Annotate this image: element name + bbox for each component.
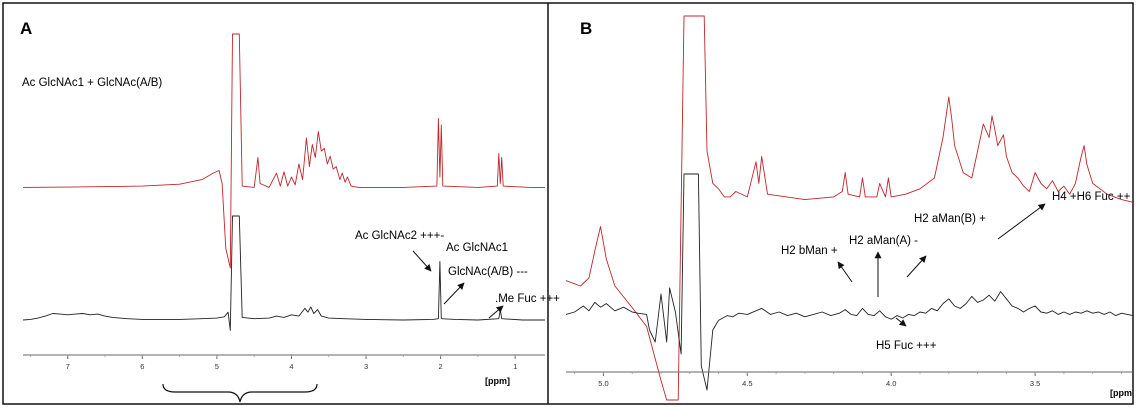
x-tick-label: 6 <box>140 362 144 371</box>
arrow-h4-h6-fuc <box>997 203 1046 240</box>
annotation-h2-bman: H2 bMan + <box>781 245 838 257</box>
annotation-ac-glcnac1: Ac GlcNAc1 <box>446 242 508 254</box>
x-tick-label: 4 <box>289 362 293 371</box>
annotation-h2-aman-a: H2 aMan(A) - <box>849 235 918 247</box>
arrow-h2-bman <box>837 261 853 283</box>
annotation-h5-fuc: H5 Fuc +++ <box>876 340 937 352</box>
annotation-h4-h6-fuc: H4 +H6 Fuc ++ <box>1052 191 1131 203</box>
arrow-glcnac-ab <box>443 282 465 305</box>
x-tick-label: 1 <box>513 362 517 371</box>
arrow-h2-aman-b <box>906 255 927 278</box>
panel-a-title-annotation: Ac GlcNAc1 + GlcNAc(A/B) <box>22 77 162 89</box>
spectrum-trace <box>22 33 545 269</box>
annotation-me-fuc: .Me Fuc +++ <box>495 293 560 305</box>
panel-a-axis-unit: [ppm] <box>485 376 510 386</box>
spectrum-trace <box>22 215 545 331</box>
arrow-h5-fuc <box>895 317 907 327</box>
x-tick-label: 4.5 <box>742 379 752 388</box>
panel-a-brace <box>162 383 318 403</box>
panel-a-x-ticks: 7 6 5 4 3 2 1 <box>30 355 517 371</box>
panel-a: A 7 6 5 4 3 2 1 [ppm] Ac GlcNAc1 + GlcNAc(A/B)… <box>20 19 560 403</box>
x-tick-label: 4.0 <box>886 379 896 388</box>
panel-b-x-ticks: 5.0 4.5 4.0 3.5 <box>574 372 1122 388</box>
panel-b-letter: B <box>580 19 592 38</box>
panel-b-reference-spectrum <box>565 15 1134 401</box>
panel-b: B 5.0 4.5 4.0 3.5 [ppm H4 +H6 Fuc ++ H2 aMa… <box>565 15 1134 401</box>
arrow-ac-glcnac2 <box>412 250 432 272</box>
spectrum-trace <box>565 173 1134 391</box>
annotation-ac-glcnac2: Ac GlcNAc2 +++- <box>355 230 444 242</box>
panel-a-letter: A <box>20 19 32 38</box>
x-tick-label: 2 <box>439 362 443 371</box>
x-tick-label: 5.0 <box>598 379 608 388</box>
annotation-h2-aman-b: H2 aMan(B) + <box>914 213 986 225</box>
panel-b-axis-unit: [ppm <box>1110 388 1132 398</box>
x-tick-label: 5 <box>215 362 219 371</box>
spectrum-trace <box>565 15 1134 401</box>
panel-b-difference-spectrum <box>565 173 1134 391</box>
panel-a-reference-spectrum <box>22 33 545 269</box>
arrow-me-fuc <box>488 305 504 319</box>
x-tick-label: 3 <box>364 362 368 371</box>
x-tick-label: 7 <box>66 362 70 371</box>
x-tick-label: 3.5 <box>1030 379 1040 388</box>
annotation-glcnac-ab: GlcNAc(A/B) --- <box>448 266 528 278</box>
panel-a-difference-spectrum <box>22 215 545 331</box>
